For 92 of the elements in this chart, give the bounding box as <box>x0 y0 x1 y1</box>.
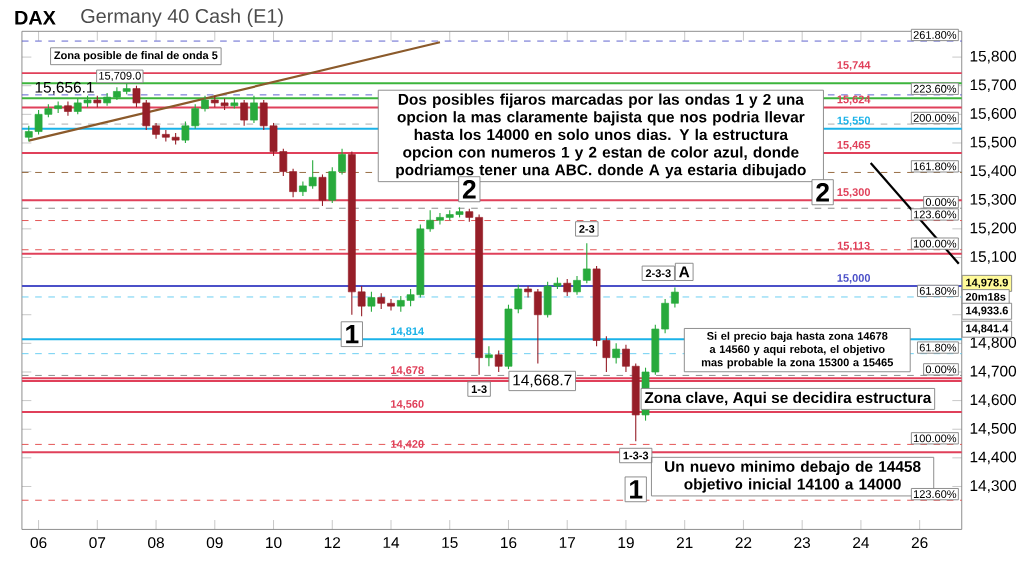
annotation: 1-3-3 <box>623 451 649 460</box>
x-tick-label: 24 <box>853 537 870 549</box>
x-tick-label: 14 <box>383 537 400 548</box>
ref-line-label: 15,744 <box>837 61 871 71</box>
annotation: 223.60% <box>913 84 957 93</box>
annotation: 0.00% <box>925 198 957 207</box>
text: 20m18s <box>965 292 1006 301</box>
annotation: Zona posible de final de onda 5 <box>54 51 218 62</box>
candlestick <box>622 344 630 373</box>
annotation: 100.00% <box>913 239 957 248</box>
candlestick <box>250 95 258 124</box>
chart-subtitle: Germany 40 Cash (E1) <box>81 8 283 28</box>
x-tick-label: 10 <box>266 537 282 549</box>
y-tick-label: 15,700 <box>970 79 1017 93</box>
candlestick <box>338 148 346 176</box>
y-tick-label: 14,300 <box>970 480 1017 493</box>
candlestick <box>524 285 532 299</box>
candlestick <box>573 275 581 296</box>
x-tick-label: 23 <box>794 537 811 549</box>
annotation: 1 <box>630 480 643 499</box>
candlestick <box>387 298 395 312</box>
y-tick-label: 15,400 <box>970 165 1017 179</box>
x-tick-label: 07 <box>89 537 106 549</box>
ref-line-label: 15,000 <box>837 274 871 284</box>
ref-line-label: 14,560 <box>391 400 424 410</box>
y-tick-label: 15,600 <box>970 108 1017 121</box>
annotation: 200.00% <box>913 114 957 122</box>
annotation: Si el precio baja hasta zona 14678 a 14560 y aqui rebota, el objetivo mas probable la zona 15300 a 15465 <box>701 331 894 369</box>
candlestick <box>485 345 493 367</box>
candlestick <box>308 159 317 190</box>
annotation: Dos posibles fijaros marcadas por las ondas 1 y 2 una opcion la mas claramente bajista que nos podria llevar hasta los 14000 en solo unos dias. Y la estructura opcion con numeros 1 y 2 estan de color azul, donde podriamos tener una ABC. donde A ya estaria dibujado <box>396 93 806 179</box>
candlestick <box>612 342 621 364</box>
x-tick-label: 22 <box>735 537 752 549</box>
candlestick <box>240 99 249 127</box>
y-tick-label: 15,300 <box>970 193 1017 207</box>
x-tick-label: 06 <box>30 537 47 549</box>
candlestick <box>582 242 591 284</box>
text: 14,978.9 <box>966 278 1008 289</box>
annotation: 61.80% <box>919 343 957 352</box>
annotation: 14,668.7 <box>513 374 572 388</box>
y-tick-label: 14,800 <box>970 337 1017 350</box>
y-tick-label: 14,400 <box>970 451 1017 465</box>
ref-line-label: 14,420 <box>391 440 424 450</box>
candlestick <box>64 100 72 117</box>
y-tick-label: 14,700 <box>970 365 1017 379</box>
x-tick-label: 12 <box>324 537 341 549</box>
x-tick-label: 19 <box>618 537 634 549</box>
y-tick-label: 15,500 <box>970 136 1017 150</box>
candlestick <box>533 288 542 364</box>
candlestick <box>367 291 376 313</box>
x-tick-label: 26 <box>911 537 928 549</box>
annotation: 261.80% <box>913 31 957 39</box>
y-tick-label: 15,200 <box>970 222 1017 236</box>
x-tick-label: 15 <box>442 537 458 548</box>
x-tick-label: 09 <box>206 537 223 549</box>
candlestick <box>289 168 297 198</box>
annotation: Zona clave, Aqui se decidira estructura <box>644 391 932 407</box>
ref-line-label: 15,113 <box>837 241 870 252</box>
x-tick-label: 16 <box>501 537 517 549</box>
chart-title: DAX <box>15 10 56 25</box>
y-tick-label: 14,600 <box>970 394 1017 408</box>
annotation: 2 <box>462 180 476 199</box>
ref-line-label: 14,814 <box>391 327 425 337</box>
annotation: 161.80% <box>913 162 957 171</box>
annotation: 1-3 <box>471 385 487 394</box>
x-tick-label: 17 <box>559 537 576 548</box>
x-tick-label: 21 <box>676 537 693 549</box>
annotation: 2-3-3 <box>645 269 671 278</box>
ref-line-label: 14,678 <box>391 366 424 376</box>
y-tick-label: 15,800 <box>970 50 1017 64</box>
ref-line-label: 15,550 <box>837 116 871 127</box>
candlestick <box>318 173 327 207</box>
annotation: 15,709.0 <box>99 71 141 81</box>
candlestick <box>436 212 444 226</box>
annotation: 2-3 <box>579 225 595 233</box>
annotation: 61.80% <box>919 287 957 295</box>
text: 14,841.4 <box>966 324 1009 334</box>
candlestick <box>671 287 679 309</box>
annotation: 1 <box>346 325 359 344</box>
text: 14,933.6 <box>966 306 1008 316</box>
annotation: A <box>679 266 690 278</box>
annotation: 15,656.1 <box>35 81 94 95</box>
y-tick-label: 15,100 <box>970 251 1017 264</box>
y-tick-label: 14,500 <box>970 422 1017 436</box>
annotation: 0.00% <box>925 365 957 374</box>
candlestick <box>494 350 503 373</box>
annotation: 100.00% <box>913 434 957 443</box>
ref-line-label: 15,465 <box>837 140 871 151</box>
annotation: 123.60% <box>913 210 957 219</box>
x-tick-label: 08 <box>148 537 164 549</box>
ref-line-label: 15,300 <box>837 188 871 198</box>
annotation: 2 <box>816 183 829 202</box>
